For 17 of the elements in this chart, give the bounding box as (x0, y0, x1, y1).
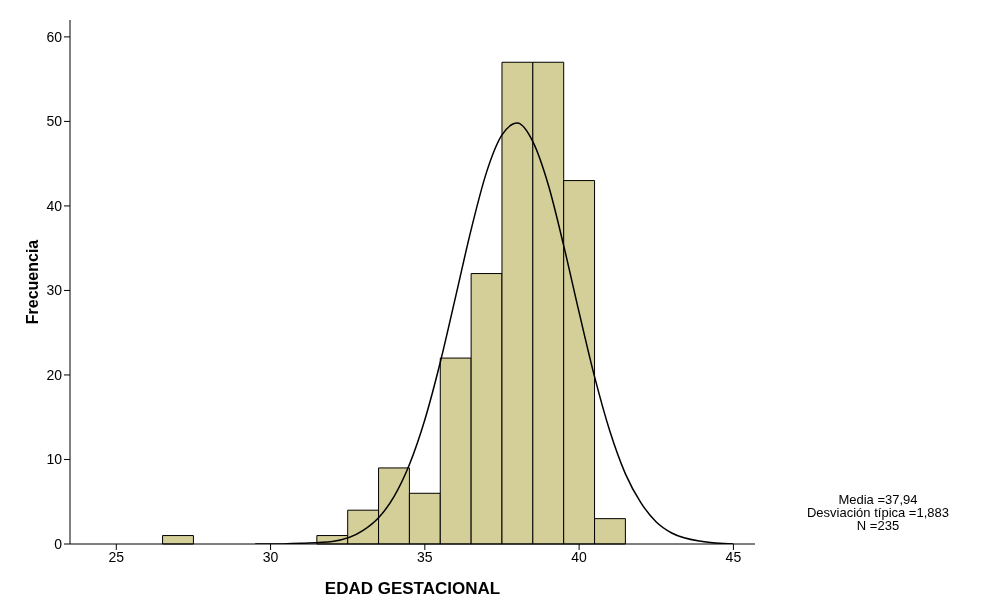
x-tick-label: 35 (417, 548, 433, 565)
y-tick-label: 20 (46, 366, 63, 383)
x-axis-title: EDAD GESTACIONAL (324, 579, 501, 598)
text: Desviación típica =1,883 (806, 505, 950, 520)
x-tick-label: 40 (571, 548, 588, 565)
y-tick-label: 10 (46, 451, 63, 468)
y-tick-label: 30 (46, 282, 63, 299)
x-tick-label: 30 (262, 548, 279, 565)
y-tick-label: 0 (54, 535, 63, 552)
y-tick-label: 60 (46, 28, 63, 45)
y-axis-title: Frecuencia (23, 239, 41, 325)
text: N =235 (855, 518, 900, 533)
y-tick-label: 40 (46, 197, 63, 214)
y-tick-label: 50 (46, 113, 63, 130)
x-tick-label: 45 (725, 548, 742, 565)
x-tick-label: 25 (108, 548, 125, 565)
text: Media =37,94 (837, 492, 919, 507)
